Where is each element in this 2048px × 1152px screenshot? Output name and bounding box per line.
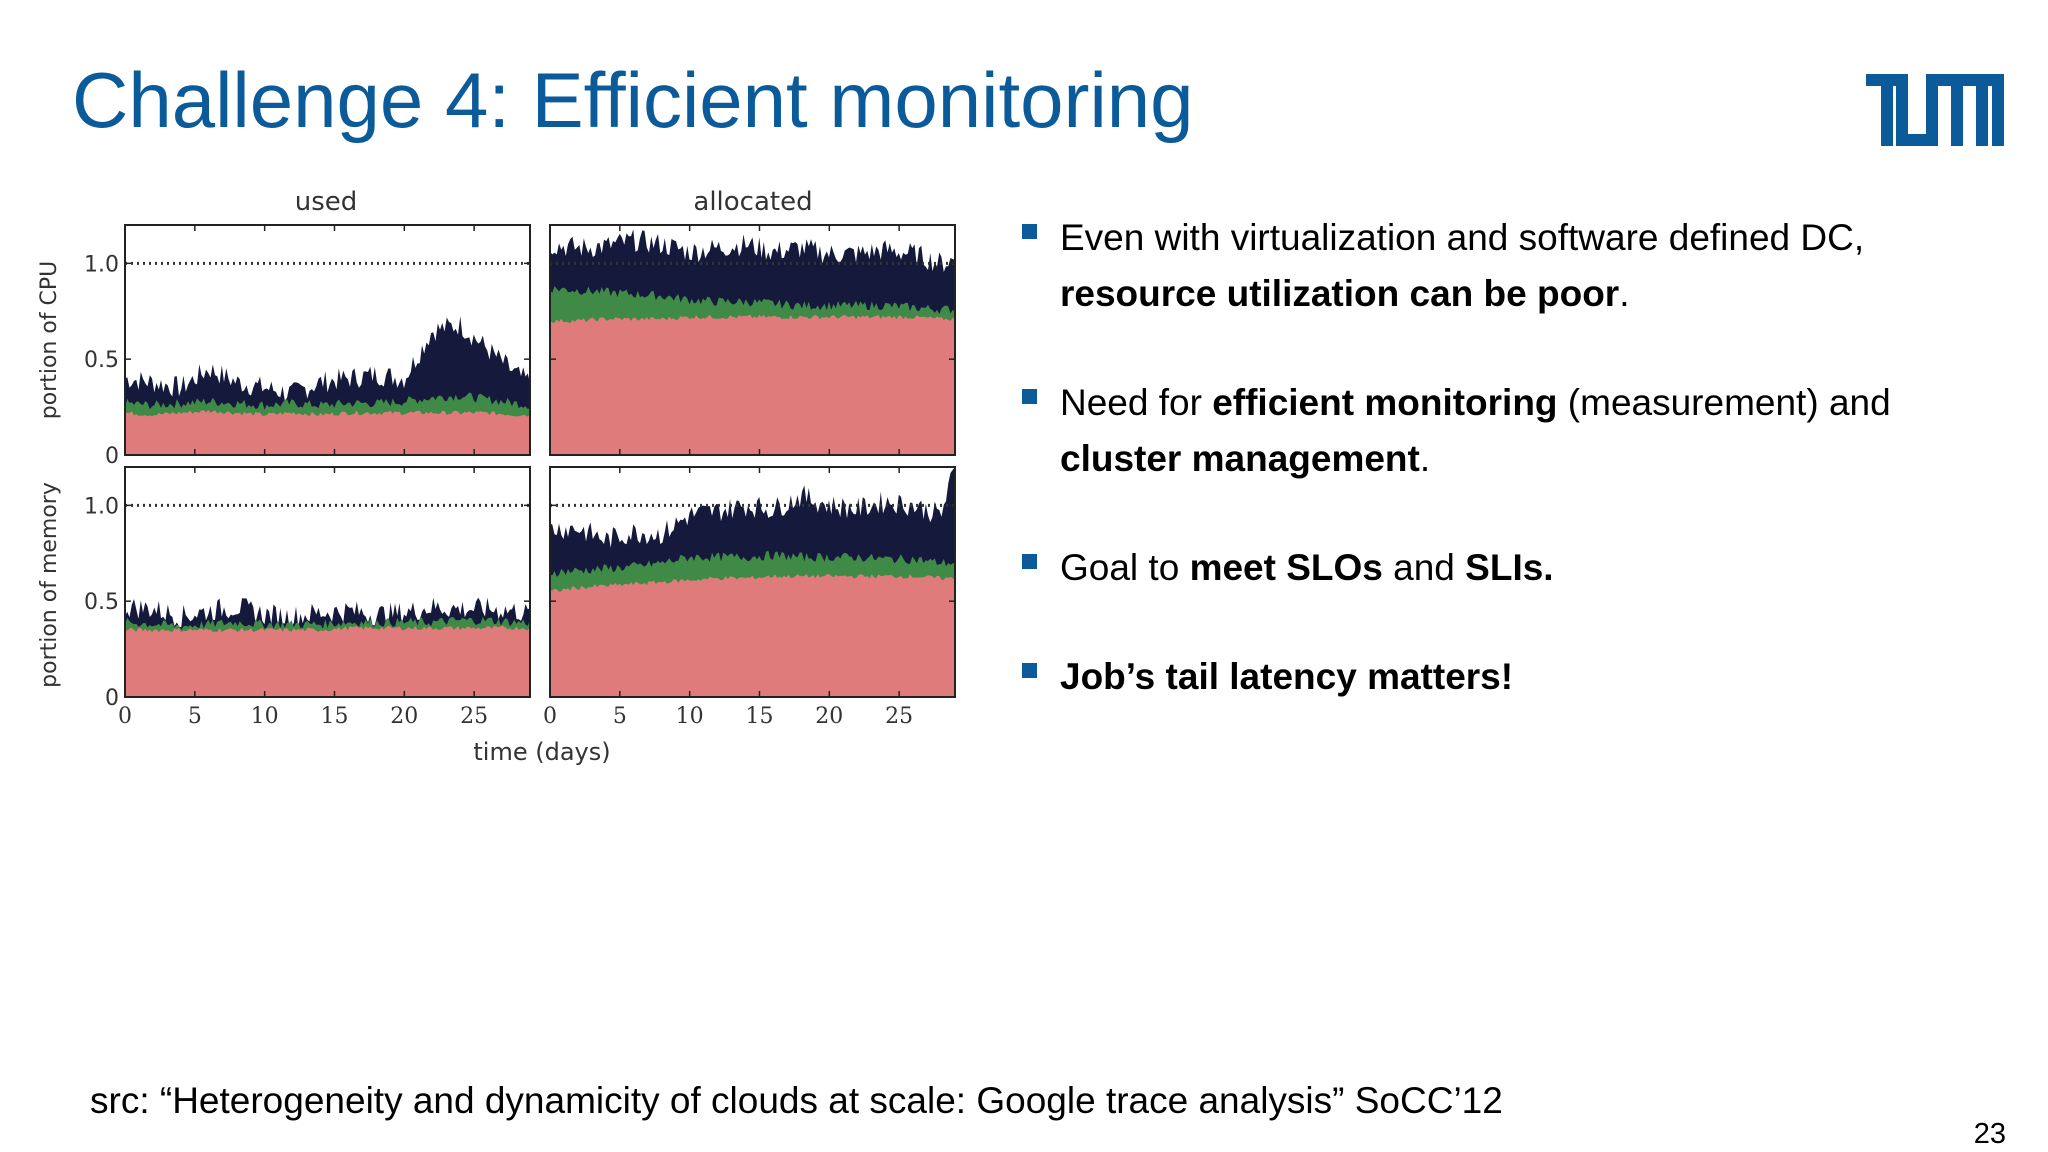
- slide-title: Challenge 4: Efficient monitoring: [72, 56, 1194, 144]
- area-layer1: [125, 625, 530, 697]
- panel-mem-used: 0 5 10 15 20 25 0 0.5 1.0: [84, 466, 531, 729]
- x-tick-label: 0: [543, 704, 557, 729]
- bullet-text: Need for efficient monitoring (measureme…: [1060, 382, 1891, 479]
- y-tick-label: 0: [105, 444, 119, 469]
- x-tick-label: 10: [251, 704, 279, 729]
- y-axis-label-memory: portion of memory: [37, 482, 62, 688]
- bullet-item-3: Goal to meet SLOs and SLIs.: [1020, 540, 2010, 596]
- x-tick-label: 25: [885, 704, 913, 729]
- bullet-square-icon: [1022, 554, 1037, 569]
- bullet-text: Even with virtualization and software de…: [1060, 217, 1865, 314]
- bullet-item-2: Need for efficient monitoring (measureme…: [1020, 375, 2010, 487]
- utilization-chart: portion of CPU portion of memory used al…: [37, 187, 956, 766]
- y-tick-label: 0: [105, 686, 119, 711]
- x-tick-label: 5: [613, 704, 627, 729]
- panel-mem-allocated: 0 5 10 15 20 25: [543, 466, 956, 729]
- tum-logo-mark: [1866, 74, 2004, 146]
- x-tick-label: 15: [745, 704, 773, 729]
- column-title-allocated: allocated: [693, 187, 812, 217]
- bullet-list: Even with virtualization and software de…: [1020, 210, 2010, 758]
- y-tick-label: 1.0: [84, 494, 119, 519]
- panel-cpu-allocated: [549, 224, 956, 456]
- bullet-text: Job’s tail latency matters!: [1060, 656, 1514, 697]
- panel-cpu-used: 0 0.5 1.0: [84, 224, 531, 469]
- panel-frame: [549, 466, 956, 698]
- x-tick-label: 10: [676, 704, 704, 729]
- column-title-used: used: [295, 187, 358, 217]
- y-axis-label-cpu: portion of CPU: [37, 261, 62, 420]
- area-layer1: [125, 409, 530, 455]
- source-citation: src: “Heterogeneity and dynamicity of cl…: [90, 1080, 1503, 1121]
- bullet-item-1: Even with virtualization and software de…: [1020, 210, 2010, 322]
- tum-logo: [1866, 74, 2004, 146]
- bullet-item-4: Job’s tail latency matters!: [1020, 649, 2010, 705]
- page-number: 23: [1973, 1118, 2006, 1150]
- panel-frame: [124, 466, 531, 698]
- x-tick-label: 25: [460, 704, 488, 729]
- bullet-text: Goal to meet SLOs and SLIs.: [1060, 547, 1554, 588]
- bullet-square-icon: [1022, 389, 1037, 404]
- area-layer1: [550, 314, 955, 455]
- panel-frame: [549, 224, 956, 456]
- y-tick-label: 0.5: [84, 590, 119, 615]
- x-tick-label: 20: [390, 704, 418, 729]
- y-tick-label: 1.0: [84, 252, 119, 277]
- x-tick-label: 0: [118, 704, 132, 729]
- x-tick-label: 5: [188, 704, 202, 729]
- x-tick-label: 20: [815, 704, 843, 729]
- x-axis-label: time (days): [473, 738, 610, 766]
- panel-frame: [124, 224, 531, 456]
- bullet-square-icon: [1022, 663, 1037, 678]
- y-tick-label: 0.5: [84, 348, 119, 373]
- bullet-square-icon: [1022, 224, 1037, 239]
- x-tick-label: 15: [320, 704, 348, 729]
- area-layer1: [550, 574, 955, 697]
